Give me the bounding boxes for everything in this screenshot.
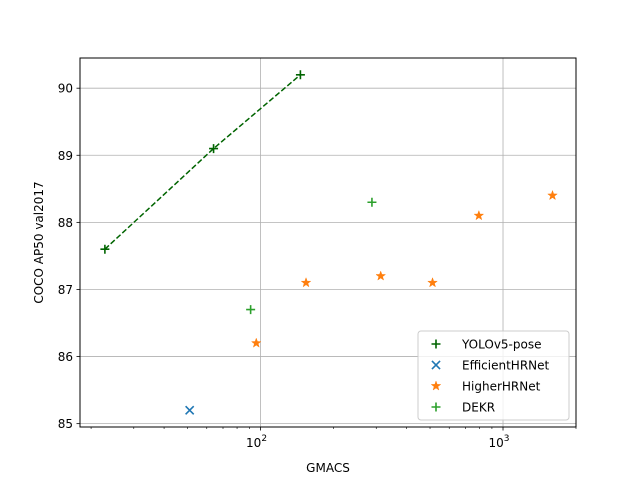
data-point: [300, 277, 312, 288]
data-point: [295, 70, 305, 80]
x-axis-label: GMACS: [306, 461, 350, 475]
data-point: [250, 337, 262, 348]
data-point: [473, 209, 485, 221]
data-point: [185, 405, 195, 415]
x-tick-label: 103: [489, 434, 510, 450]
series-layer: [100, 70, 558, 415]
legend-label: HigherHRNet: [462, 380, 541, 394]
legend-marker: [431, 339, 441, 349]
legend-marker: [430, 380, 442, 391]
legend: YOLOv5-pose EfficientHRNet HigherHRNet DEKR: [417, 330, 570, 421]
legend-label: EfficientHRNet: [462, 359, 550, 373]
y-axis-label: COCO AP50 val2017: [32, 181, 46, 303]
y-tick-label: 90: [58, 82, 73, 96]
data-point: [547, 189, 558, 201]
grid: [80, 58, 576, 427]
legend-box: [417, 330, 570, 421]
data-point: [427, 277, 438, 288]
y-tick-label: 87: [58, 283, 73, 297]
y-tick-label: 86: [58, 350, 73, 364]
legend-label: DEKR: [462, 401, 495, 415]
x-tick-label: 102: [246, 434, 267, 450]
y-tick-label: 89: [58, 149, 73, 163]
plot-frame: [79, 57, 577, 428]
data-point: [100, 244, 110, 254]
ticks: 85 86 87 88 89 90 102 103: [58, 82, 577, 450]
data-point: [246, 305, 256, 315]
data-point: [367, 197, 377, 207]
data-point: [375, 270, 387, 281]
data-point: [209, 144, 219, 154]
y-tick-label: 88: [58, 216, 73, 230]
legend-label: YOLOv5-pose: [461, 338, 541, 352]
legend-marker: [431, 360, 441, 370]
series-line: [104, 74, 301, 250]
y-tick-label: 85: [58, 417, 73, 431]
legend-marker: [431, 402, 441, 412]
